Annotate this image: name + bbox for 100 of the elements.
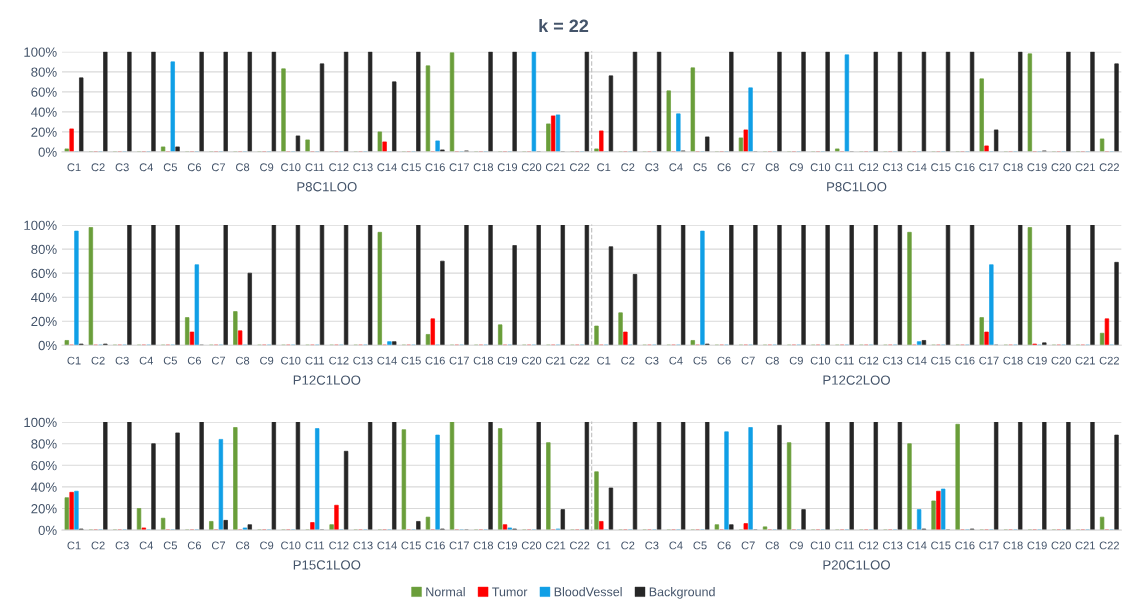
y-tick-label: 100% [24, 417, 57, 428]
x-tick-label: C5 [163, 541, 177, 550]
x-tick-label: C12 [858, 356, 879, 365]
x-tick-label: C6 [187, 356, 202, 365]
x-tick-label: C1 [597, 356, 611, 365]
x-tick-label: C11 [835, 163, 854, 172]
x-tick-label: C12 [329, 356, 349, 365]
x-tick-label: C13 [353, 163, 373, 172]
x-tick-label: C9 [789, 356, 803, 365]
x-tick-label: C6 [187, 541, 202, 550]
x-tick-label: C1 [597, 163, 611, 172]
x-tick-label: C13 [353, 356, 373, 365]
x-tick-label: C20 [1051, 541, 1071, 550]
x-tick-label: C10 [281, 163, 301, 172]
x-tick-label: C15 [401, 356, 421, 365]
x-axis-title: P8C1LOO [297, 182, 357, 192]
x-tick-label: C10 [810, 541, 831, 550]
x-tick-label: C22 [570, 163, 590, 172]
x-tick-label: C16 [425, 163, 445, 172]
x-tick-label: C4 [139, 356, 154, 365]
x-tick-label: C22 [570, 541, 590, 550]
x-tick-label: C4 [139, 541, 154, 550]
x-tick-label: C21 [545, 163, 566, 172]
y-tick-label: 40% [31, 482, 57, 492]
x-tick-label: C5 [693, 541, 707, 550]
x-tick-label: C15 [401, 163, 421, 172]
chart-title: k = 22 [539, 19, 589, 33]
y-tick-label: 0% [38, 525, 57, 535]
x-tick-label: C17 [449, 541, 469, 550]
x-axis-title: P20C1LOO [823, 560, 890, 570]
y-tick-label: 100% [24, 47, 57, 57]
legend-label: Normal [426, 587, 465, 597]
x-tick-label: C14 [907, 356, 927, 365]
x-tick-label: C21 [1075, 163, 1095, 172]
legend-label: Background [649, 587, 715, 599]
x-tick-label: C20 [521, 163, 542, 172]
x-tick-label: C14 [907, 163, 927, 172]
x-tick-label: C3 [115, 356, 129, 365]
x-tick-label: C11 [305, 356, 325, 365]
x-tick-label: C9 [260, 356, 274, 365]
legend-label: BloodVessel [554, 587, 622, 597]
x-axis-title: P12C2LOO [823, 375, 890, 385]
x-tick-label: C19 [1027, 356, 1047, 365]
x-tick-label: C6 [717, 163, 731, 172]
x-tick-label: C8 [236, 163, 250, 172]
x-tick-label: C12 [329, 541, 349, 550]
x-tick-label: C5 [163, 356, 177, 365]
x-tick-label: C2 [621, 541, 635, 550]
x-tick-label: C10 [281, 541, 301, 550]
x-tick-label: C16 [425, 356, 445, 365]
x-tick-label: C1 [67, 541, 81, 550]
x-tick-label: C19 [497, 356, 518, 365]
x-tick-label: C9 [789, 163, 803, 172]
x-tick-label: C9 [260, 163, 274, 172]
x-tick-label: C2 [91, 356, 105, 365]
y-tick-label: 60% [31, 87, 57, 97]
y-tick-label: 0% [38, 340, 57, 351]
x-tick-label: C13 [353, 541, 373, 550]
x-tick-label: C3 [645, 541, 659, 550]
x-tick-label: C16 [955, 541, 975, 550]
x-tick-label: C9 [260, 541, 274, 550]
x-tick-label: C19 [497, 163, 518, 172]
x-tick-label: C6 [717, 541, 731, 550]
y-tick-label: 100% [24, 220, 57, 230]
y-tick-label: 80% [31, 67, 57, 77]
x-tick-label: C2 [621, 163, 635, 172]
x-tick-label: C21 [1075, 541, 1095, 550]
x-tick-label: C21 [1075, 356, 1095, 365]
x-tick-label: C7 [741, 541, 755, 550]
x-tick-label: C22 [1099, 541, 1119, 550]
x-tick-label: C16 [425, 541, 445, 550]
x-tick-label: C5 [693, 356, 707, 365]
x-tick-label: C11 [835, 541, 854, 550]
x-tick-label: C17 [979, 163, 999, 172]
x-tick-label: C3 [645, 163, 659, 172]
x-tick-label: C18 [473, 541, 494, 550]
x-tick-label: C15 [401, 541, 421, 550]
x-tick-label: C8 [236, 541, 250, 550]
x-tick-label: C20 [1051, 163, 1071, 172]
x-tick-label: C19 [1027, 163, 1047, 172]
x-tick-label: C18 [473, 356, 494, 365]
y-tick-label: 80% [31, 244, 57, 255]
x-tick-label: C14 [377, 356, 397, 365]
x-tick-label: C18 [1003, 541, 1023, 550]
x-tick-label: C14 [377, 163, 397, 172]
x-tick-label: C17 [449, 356, 469, 365]
x-tick-label: C18 [1003, 356, 1023, 365]
x-tick-label: C4 [669, 356, 683, 365]
x-tick-label: C12 [329, 163, 349, 172]
x-tick-label: C1 [597, 541, 611, 550]
x-tick-label: C2 [91, 163, 105, 172]
x-tick-label: C16 [955, 163, 975, 172]
x-tick-label: C15 [931, 163, 951, 172]
x-tick-label: C20 [1051, 356, 1071, 365]
x-tick-label: C8 [765, 356, 779, 365]
x-tick-label: C10 [810, 163, 831, 172]
x-tick-label: C21 [545, 356, 566, 365]
x-tick-label: C22 [1099, 356, 1119, 365]
x-tick-label: C6 [187, 163, 202, 172]
x-tick-label: C5 [163, 163, 177, 172]
